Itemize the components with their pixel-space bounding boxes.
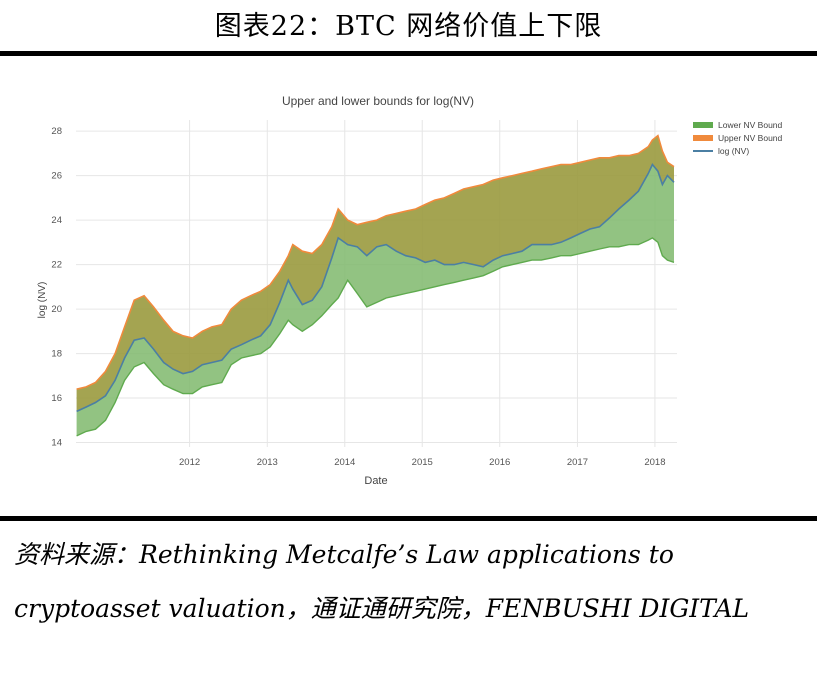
x-tick-label: 2015: [412, 457, 433, 468]
log-nv-line: [76, 163, 675, 413]
y-tick-label: 26: [51, 171, 62, 182]
upper-bound-line: [76, 134, 675, 390]
lower-band-area: [76, 164, 675, 436]
x-tick-label: 2017: [567, 457, 588, 468]
y-tick-label: 24: [51, 215, 62, 226]
y-tick-label: 14: [51, 438, 62, 449]
x-axis-label: Date: [364, 475, 387, 487]
y-tick-label: 20: [51, 304, 62, 315]
x-tick-label: 2016: [489, 457, 510, 468]
legend-swatch-lower: [693, 122, 713, 128]
y-axis-ticks: 14 16 18 20 22 24 26 28: [51, 126, 62, 448]
y-tick-label: 16: [51, 393, 62, 404]
y-tick-label: 18: [51, 349, 62, 360]
legend-swatch-upper: [693, 135, 713, 141]
x-tick-label: 2013: [257, 457, 278, 468]
legend-label-lognv: log (NV): [718, 146, 749, 156]
figure-title: 图表22：BTC 网络价值上下限: [214, 11, 603, 42]
chart-panel: 2012 2013 2014 2015 2016 2017 2018 14 16 18 20 22 2…: [14, 80, 804, 492]
chart-title: Upper and lower bounds for log(NV): [282, 94, 474, 108]
y-axis-label: log (NV): [37, 282, 48, 319]
upper-band-area: [76, 135, 675, 412]
line-layer: [76, 134, 675, 437]
x-tick-label: 2018: [644, 457, 665, 468]
lower-bound-line: [76, 237, 675, 437]
y-tick-label: 22: [51, 260, 62, 271]
source-note: 资料来源：Rethinking Metcalfe’s Law applicati…: [14, 540, 750, 623]
legend-label-lower: Lower NV Bound: [718, 120, 783, 130]
legend: Lower NV Bound Upper NV Bound log (NV): [693, 120, 783, 156]
x-tick-label: 2014: [334, 457, 355, 468]
y-tick-label: 28: [51, 126, 62, 137]
legend-label-upper: Upper NV Bound: [718, 133, 783, 143]
top-rule: [0, 51, 817, 56]
chart-svg: 2012 2013 2014 2015 2016 2017 2018 14 16 18 20 22 2…: [37, 94, 783, 487]
x-axis-ticks: 2012 2013 2014 2015 2016 2017 2018: [179, 457, 665, 468]
area-layer: [76, 135, 675, 436]
x-tick-label: 2012: [179, 457, 200, 468]
bottom-rule: [0, 516, 817, 521]
